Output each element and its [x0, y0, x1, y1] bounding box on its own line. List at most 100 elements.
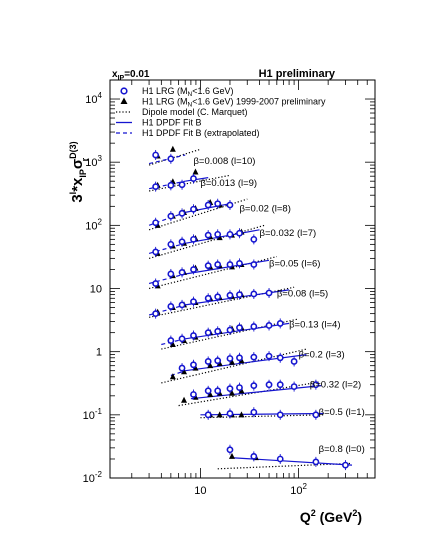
data-point-circle — [152, 280, 160, 287]
data-point-circle — [226, 446, 234, 454]
data-point-circle — [276, 320, 284, 327]
legend-label: H1 DPDF Fit B (extrapolated) — [142, 128, 260, 138]
beta-bin-label: β=0.02 (l=8) — [239, 203, 290, 214]
data-point-circle — [312, 458, 320, 466]
plot-frame — [109, 79, 376, 479]
data-point-circle — [312, 411, 320, 419]
data-point-circle — [236, 229, 243, 237]
legend-label: H1 LRG (MN<1.6 GeV) — [142, 86, 234, 98]
data-point-circle — [178, 268, 186, 276]
dipole-model-curve — [161, 318, 299, 350]
data-point-triangle — [238, 411, 245, 418]
data-point-circle — [167, 337, 175, 344]
data-point-circle — [236, 354, 243, 362]
data-point-circle — [226, 261, 234, 268]
data-point-triangle — [228, 358, 235, 365]
data-point-circle — [190, 235, 197, 243]
beta-bin: β=0.032 (l=7) — [148, 224, 316, 259]
legend-entry: H1 LRG (MN<1.6 GeV) 1999-2007 preliminar… — [120, 97, 326, 109]
data-point-circle — [204, 294, 212, 302]
dpdf-fit-extrapolated-curve — [148, 242, 186, 254]
legend-label: Dipole model (C. Marquet) — [142, 107, 248, 117]
data-point-circle — [276, 354, 284, 362]
y-tick-label: 10-2 — [83, 470, 103, 485]
data-point-circle — [152, 183, 160, 191]
data-point-triangle — [207, 390, 214, 397]
beta-bin-label: β=0.2 (l=3) — [299, 350, 345, 361]
header-xip: xIP=0.01 — [112, 69, 150, 82]
data-point-triangle — [192, 168, 199, 175]
data-point-circle — [226, 326, 234, 334]
beta-bin-label: β=0.13 (l=4) — [289, 319, 340, 330]
data-point-circle — [226, 201, 234, 209]
data-point-circle — [204, 262, 212, 270]
data-point-circle — [276, 411, 284, 419]
data-point-triangle — [216, 411, 223, 418]
data-point-circle — [250, 353, 258, 361]
data-point-circle — [236, 324, 243, 332]
data-point-circle — [190, 205, 197, 213]
data-point-circle — [178, 364, 186, 372]
beta-bin: β=0.08 (l=5) — [148, 286, 328, 319]
beta-bin-label: β=0.32 (l=2) — [310, 380, 361, 391]
legend-label: H1 DPDF Fit B — [142, 118, 202, 128]
data-point-circle — [250, 261, 258, 268]
dipole-model-curve — [200, 414, 324, 419]
header-layer: xIP=0.01 H1 preliminary 3l*xIPσD(3)r Q2 (Ge… — [68, 68, 362, 525]
dpdf-fit-curve — [229, 457, 353, 466]
beta-bin: β=0.013 (l=9) — [148, 168, 257, 192]
data-point-circle — [190, 298, 197, 306]
data-point-circle — [214, 327, 222, 335]
y-tick-label: 1 — [96, 347, 102, 359]
data-point-circle — [312, 381, 320, 389]
data-point-circle — [236, 291, 243, 299]
data-point-circle — [204, 201, 212, 209]
dipole-model-curve — [178, 381, 319, 407]
data-point-circle — [204, 231, 212, 239]
data-point-circle — [226, 385, 234, 393]
data-point-circle — [250, 382, 258, 390]
data-point-circle — [167, 181, 175, 189]
legend-entry: H1 LRG (MN<1.6 GeV) — [120, 86, 234, 98]
plot-frame-layer — [109, 79, 376, 479]
data-point-circle — [265, 352, 273, 360]
data-point-circle — [342, 461, 349, 469]
beta-bin-label: β=0.5 (l=1) — [319, 407, 365, 418]
data-point-circle — [190, 391, 197, 398]
data-point-triangle — [169, 373, 176, 380]
data-point-circle — [167, 212, 175, 220]
data-point-circle — [226, 291, 234, 299]
data-point-circle — [236, 259, 243, 267]
data-point-circle — [167, 303, 175, 310]
data-point-circle — [204, 387, 212, 395]
data-point-circle — [236, 384, 243, 391]
data-point-circle — [214, 293, 222, 301]
beta-bin: β=0.5 (l=1) — [200, 407, 365, 420]
data-point-circle — [214, 230, 222, 238]
data-point-circle — [167, 155, 175, 163]
data-point-circle — [167, 240, 175, 248]
y-tick-label: 103 — [85, 154, 102, 169]
y-tick-label: 10-1 — [83, 407, 103, 422]
dpdf-fit-extrapolated-curve — [148, 180, 186, 190]
data-point-circle — [204, 329, 212, 337]
data-point-circle — [152, 151, 160, 159]
beta-bin-label: β=0.08 (l=5) — [277, 289, 328, 300]
data-point-circle — [226, 230, 234, 238]
beta-bin: β=0.32 (l=2) — [178, 379, 361, 407]
data-point-circle — [250, 235, 258, 243]
beta-bin-label: β=0.013 (l=9) — [200, 178, 257, 189]
data-point-circle — [190, 361, 197, 369]
legend-label: H1 LRG (MN<1.6 GeV) 1999-2007 preliminar… — [142, 97, 326, 109]
beta-bin-label: β=0.8 (l=0) — [319, 444, 365, 455]
dpdf-fit-extrapolated-curve — [148, 154, 186, 165]
dipole-model-curve — [148, 198, 248, 231]
legend-circle-marker — [120, 87, 128, 95]
beta-bin: β=0.2 (l=3) — [161, 348, 345, 384]
data-point-circle — [265, 381, 273, 389]
data-point-circle — [226, 410, 234, 417]
data-point-circle — [290, 383, 298, 390]
data-point-circle — [167, 270, 175, 278]
data-point-circle — [152, 248, 160, 256]
data-point-circle — [265, 289, 273, 297]
